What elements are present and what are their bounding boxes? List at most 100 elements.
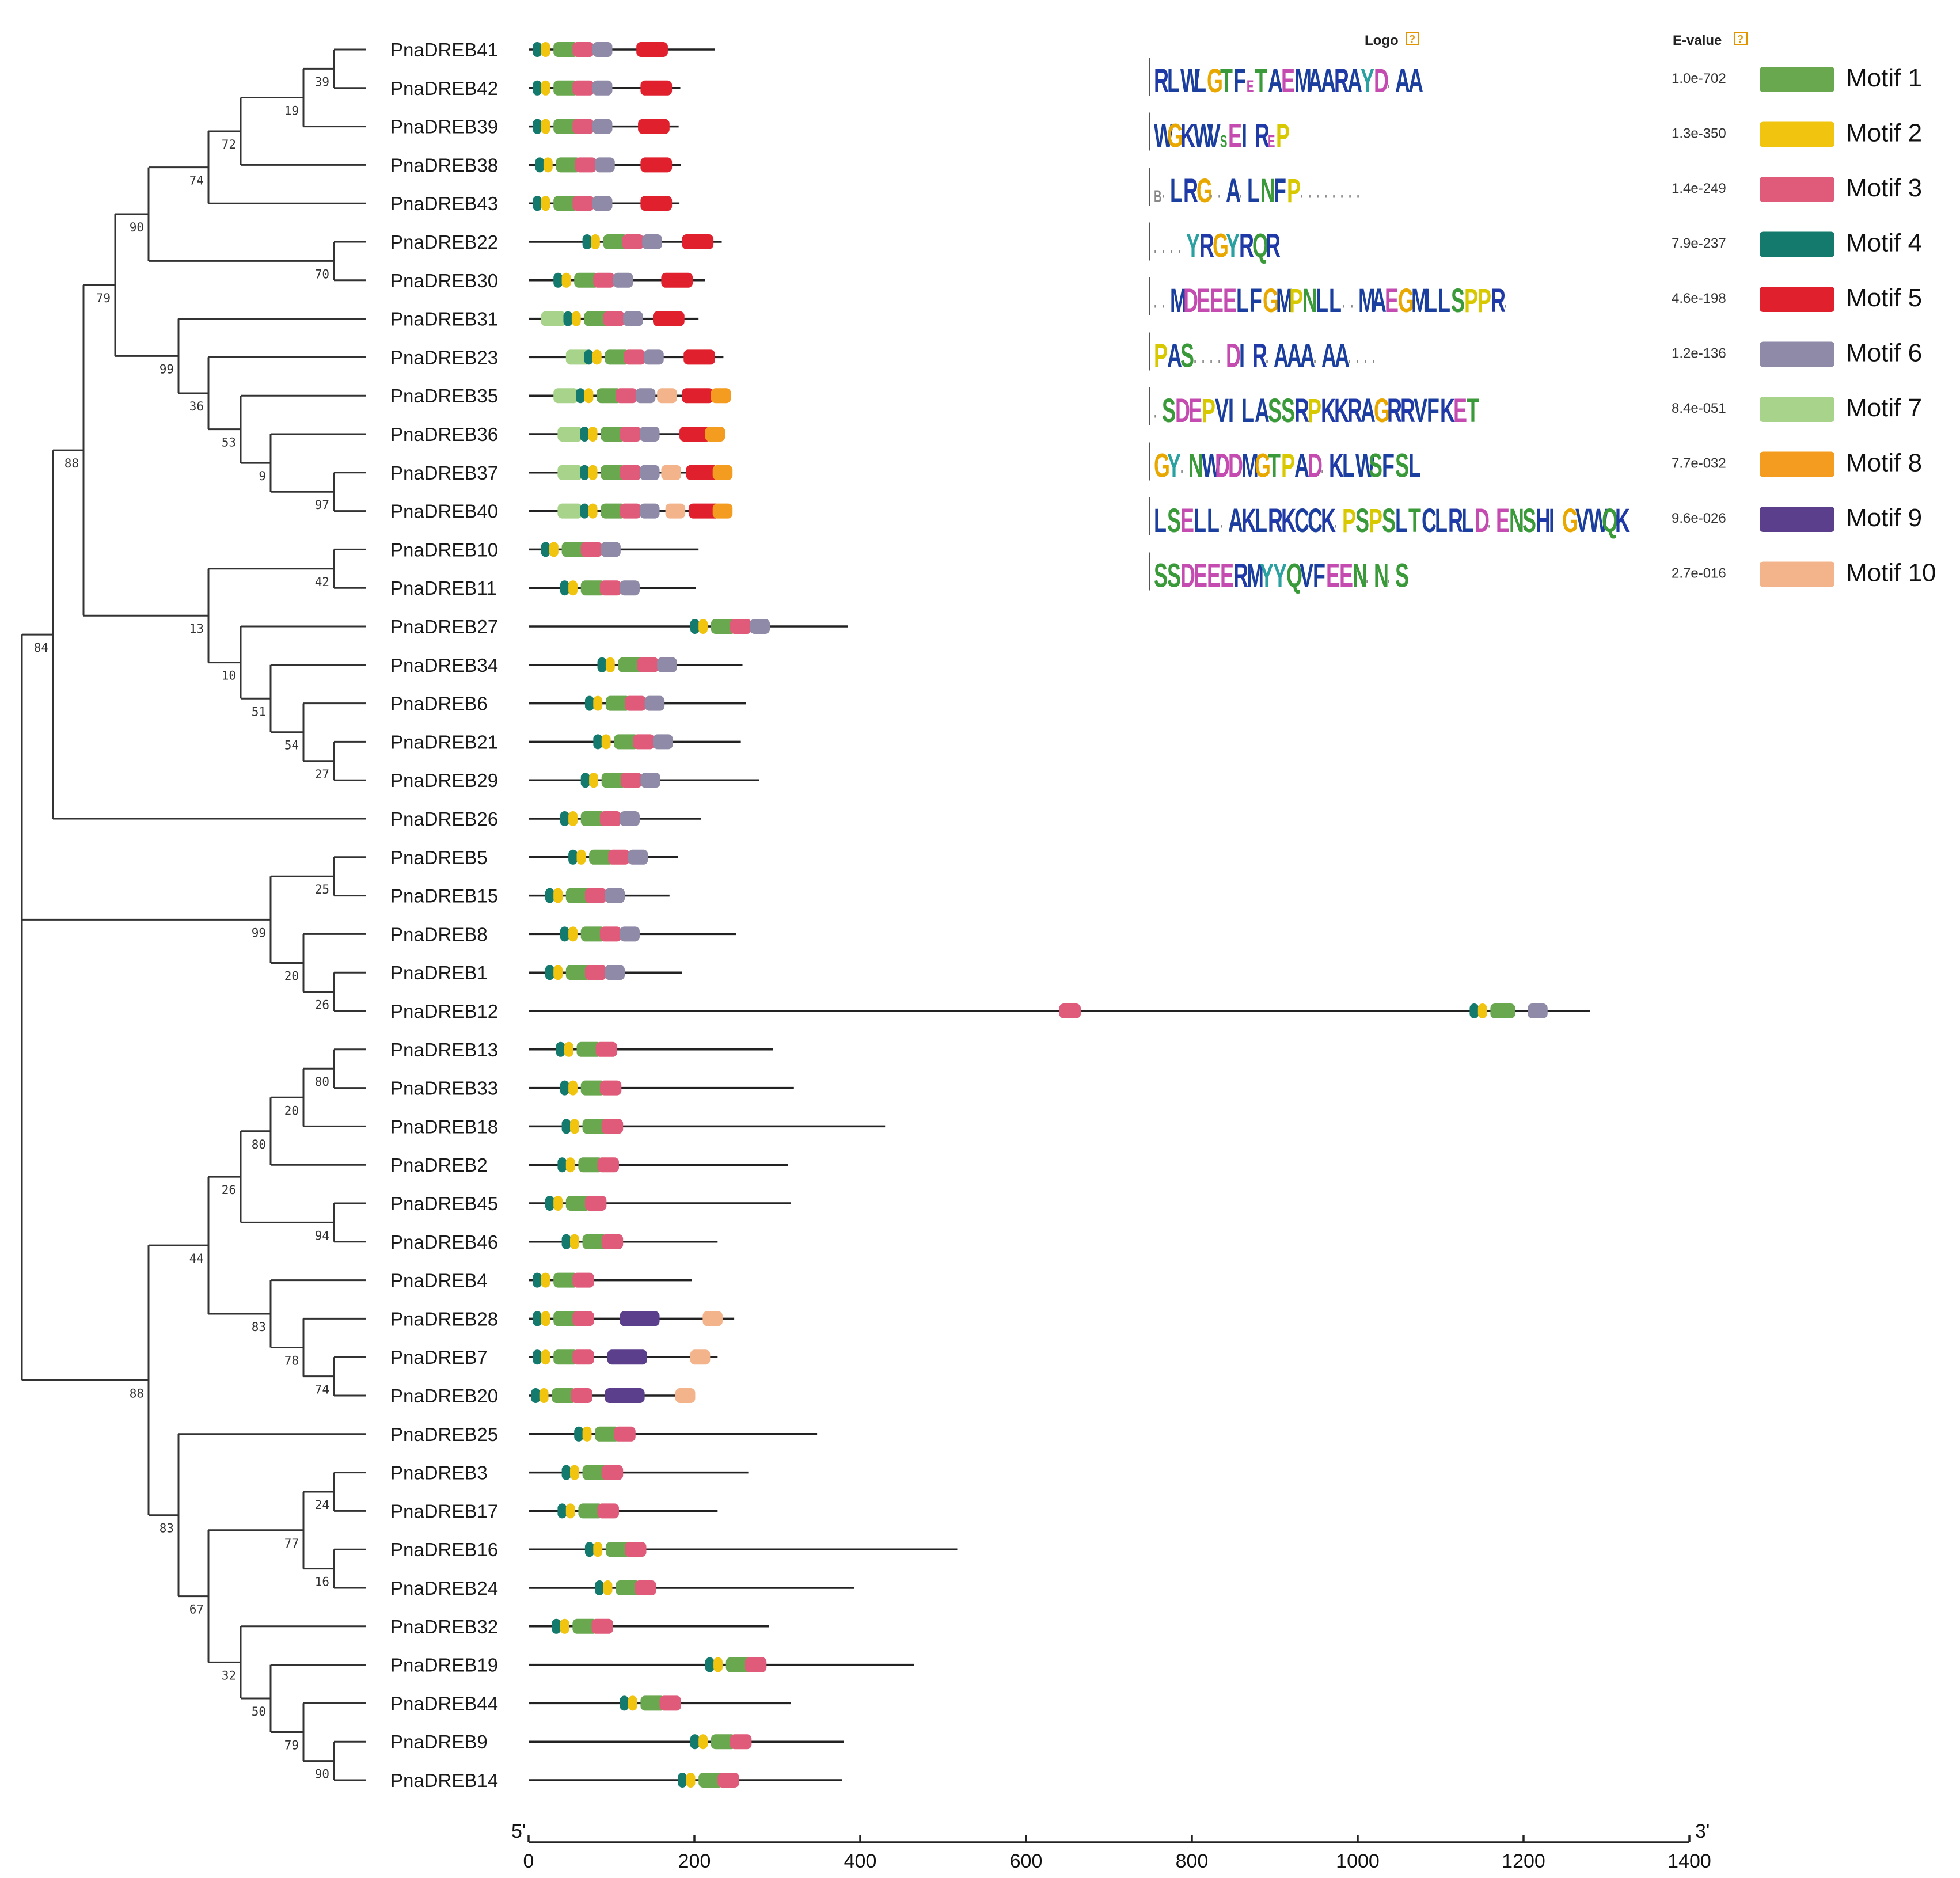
logo-residue: F: [1233, 62, 1246, 100]
motif-3-box: [1059, 1003, 1081, 1018]
motif-1-box: [601, 503, 626, 519]
axis-tick-label: 400: [844, 1850, 877, 1872]
motif-3-box: [717, 1773, 739, 1788]
motif-1-box: [582, 1465, 607, 1480]
bootstrap-value: 83: [159, 1522, 174, 1535]
logo-residue: R: [1400, 392, 1415, 429]
logo-residue: T: [1268, 447, 1281, 485]
motif-label: Motif 1: [1846, 64, 1922, 92]
motif-1-box: [553, 80, 579, 96]
axis-tick-label: 1400: [1667, 1850, 1711, 1872]
gene-label: PnaDREB43: [390, 193, 498, 214]
motif-2-box: [570, 1465, 579, 1480]
motif-2-box: [592, 349, 602, 365]
logo-residue: P: [1342, 502, 1356, 539]
logo-residue: Q: [1286, 557, 1302, 595]
motif-7-box: [557, 427, 583, 442]
motif-legend-entry: B · L RG· · A· L NF P · · · · · · · · 1.4e-249 Motif 3: [1149, 168, 1922, 210]
gene-label: PnaDREB10: [390, 539, 498, 560]
motif-4-box: [533, 1349, 542, 1365]
gene-row: [529, 1003, 1590, 1018]
bootstrap-value: 99: [159, 362, 174, 376]
logo-help-icon[interactable]: [1406, 32, 1419, 45]
logo-residue: E: [1188, 392, 1202, 429]
motif-evalue: 4.6e-198: [1672, 291, 1726, 306]
logo-residue: V: [1215, 392, 1229, 429]
motif-1-box: [582, 1234, 607, 1249]
motif-label: Motif 3: [1846, 174, 1922, 202]
motif-6-box: [657, 657, 677, 672]
logo-residue: A: [1321, 62, 1336, 100]
gene-label: PnaDREB34: [390, 655, 498, 676]
bootstrap-value: 77: [284, 1537, 299, 1550]
motif-1-box: [711, 619, 736, 634]
motif-4-box: [531, 1388, 541, 1403]
bootstrap-value: 32: [222, 1668, 236, 1682]
logo-residue: E: [1496, 502, 1510, 539]
motif-4-box: [593, 734, 603, 750]
gene-label: PnaDREB4: [390, 1270, 488, 1291]
motif-swatch: [1760, 287, 1834, 312]
motif-6-box: [605, 965, 625, 980]
motif-4-box: [557, 1503, 567, 1519]
motif-4-box: [557, 1157, 567, 1173]
axis-tick-label: 0: [523, 1850, 534, 1872]
motif-4-box: [678, 1773, 687, 1788]
motif-2-box: [568, 1080, 578, 1096]
evalue-help-icon[interactable]: [1734, 32, 1748, 45]
motif-3-box: [597, 1157, 619, 1173]
logo-residue: K: [1241, 502, 1256, 539]
motif-1-box: [601, 427, 626, 442]
logo-residue: A: [1268, 62, 1283, 100]
logo-residue: R: [1199, 227, 1214, 265]
logo-residue: ·: [1220, 517, 1224, 537]
motif-6-box: [620, 926, 640, 942]
bootstrap-value: 90: [315, 1767, 329, 1781]
logo-residue: ·: [1387, 572, 1391, 591]
logo-residue: Y: [1273, 557, 1287, 595]
bootstrap-value: 50: [252, 1705, 266, 1719]
logo-residue: W: [1202, 447, 1221, 485]
motif-9-box: [605, 1388, 645, 1403]
gene-label: PnaDREB3: [390, 1462, 488, 1484]
logo-residue: L: [1342, 447, 1355, 485]
motif-2-box: [549, 542, 559, 557]
axis-end-label: 3': [1695, 1820, 1710, 1842]
motif-6-box: [639, 427, 660, 442]
gene-label: PnaDREB33: [390, 1078, 498, 1099]
logo-residue: Y: [1186, 227, 1200, 265]
motif-1-box: [605, 349, 630, 365]
logo-residue: F: [1427, 392, 1439, 429]
gene-row: [529, 465, 733, 480]
motif-label: Motif 2: [1846, 119, 1922, 147]
motif-6-box: [613, 272, 633, 288]
gene-label: PnaDREB30: [390, 270, 498, 291]
motif-9-box: [607, 1349, 647, 1365]
motif-1-box: [595, 1426, 620, 1442]
motif-4-box: [584, 1542, 594, 1557]
motif-4-box: [580, 465, 590, 480]
logo-residue: C: [1308, 502, 1323, 539]
gene-label: PnaDREB17: [390, 1500, 498, 1522]
motif-3-box: [572, 1349, 594, 1365]
bootstrap-value: 79: [96, 291, 111, 305]
logo-residue: ·: [1349, 187, 1352, 207]
motif-2-box: [541, 1349, 550, 1365]
motif-4-box: [560, 811, 569, 826]
motif-1-box: [553, 42, 579, 57]
motif-4-box: [560, 580, 569, 596]
logo-residue: L: [1425, 282, 1437, 320]
gene-label: PnaDREB5: [390, 847, 488, 868]
logo-residue: A: [1287, 337, 1302, 375]
motif-6-box: [750, 619, 770, 634]
logo-residue: A: [1335, 337, 1350, 375]
logo-residue: P: [1289, 282, 1303, 320]
logo-residue: P: [1477, 282, 1491, 320]
bootstrap-value: 51: [252, 705, 266, 718]
logo-residue: M: [1276, 282, 1293, 320]
motif-3-box: [571, 1388, 592, 1403]
logo-residue: ·: [1356, 352, 1359, 371]
logo-residue: D: [1228, 447, 1243, 485]
motif-evalue: 1.4e-249: [1672, 181, 1726, 196]
logo-residue: ·: [1194, 352, 1197, 371]
